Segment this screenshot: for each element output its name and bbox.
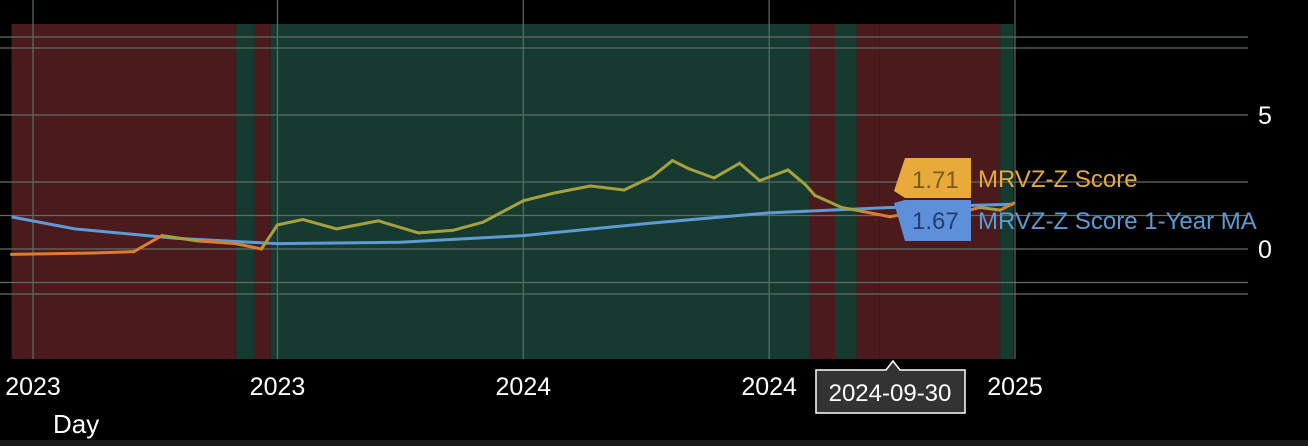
- zone-green-8: [1000, 24, 1014, 359]
- score-point-11: [417, 231, 420, 235]
- score-point-4: [197, 239, 200, 243]
- score-segment-15: [554, 184, 592, 195]
- score-point-22: [738, 162, 741, 165]
- score-segment-25: [803, 183, 817, 197]
- score-segment-4: [196, 239, 238, 246]
- score-segment-3: [160, 234, 200, 243]
- score-point-13: [481, 221, 485, 224]
- score-point-10: [377, 219, 380, 223]
- x-axis-ticks: 2023 2023 2024 2024 2025: [5, 373, 1043, 401]
- score-segment-21: [712, 161, 742, 180]
- score-segment-24: [786, 168, 807, 187]
- score-point-2: [132, 250, 135, 253]
- score-segment-20: [687, 167, 716, 180]
- score-badge-value: 1.71: [912, 167, 959, 194]
- zone-red-4: [809, 24, 835, 359]
- zone-red-2: [254, 24, 271, 359]
- score-badge-shape: [894, 158, 971, 198]
- ma-series-label: MRVZ-Z Score 1-Year MA: [978, 208, 1257, 235]
- score-value-badge: 1.71: [894, 158, 971, 198]
- score-segment-17: [622, 175, 654, 192]
- score-segment-13: [481, 199, 525, 224]
- score-point-28: [861, 210, 865, 213]
- score-segment-7: [275, 218, 305, 227]
- score-segment-8: [301, 218, 339, 231]
- score-point-20: [687, 167, 690, 170]
- score-point-25: [804, 183, 807, 186]
- score-segment-0: [10, 251, 95, 256]
- y-tick-label-0: 5: [1258, 102, 1272, 130]
- score-point-6: [260, 247, 263, 251]
- regime-zones: [11, 24, 1014, 359]
- score-point-29: [888, 215, 892, 219]
- score-segment-33: [978, 205, 1002, 212]
- score-segment-1: [91, 250, 136, 255]
- score-segment-12: [451, 220, 485, 232]
- x-tick-label-0: 2023: [5, 373, 61, 401]
- zone-red-6: [856, 24, 880, 359]
- score-segment-9: [335, 219, 380, 231]
- score-segment-10: [376, 219, 421, 235]
- score-point-1: [92, 251, 95, 255]
- y-axis-ticks: 50: [1258, 102, 1272, 264]
- score-segment-16: [588, 184, 626, 192]
- x-tick-label-1: 2023: [250, 373, 306, 401]
- crosshair-date-box: 2024-09-30: [815, 359, 966, 414]
- date-box-shape: [815, 359, 966, 414]
- score-point-0: [10, 253, 13, 256]
- score-segment-19: [670, 159, 691, 171]
- score-point-24: [786, 168, 790, 172]
- score-point-18: [651, 175, 654, 178]
- score-segment-14: [521, 191, 558, 203]
- ma-value-badge: 1.67: [894, 200, 971, 241]
- score-point-16: [589, 184, 592, 188]
- zone-green-3: [270, 24, 810, 359]
- score-point-35: [1012, 201, 1015, 205]
- zone-red-0: [11, 24, 236, 359]
- score-segment-22: [738, 161, 762, 183]
- score-point-7: [276, 223, 279, 227]
- score-segment-23: [758, 168, 790, 183]
- ma-badge-shape: [894, 200, 971, 241]
- score-point-5: [234, 242, 238, 245]
- zone-green-1: [235, 24, 255, 359]
- score-point-33: [978, 206, 982, 209]
- score-segment-6: [259, 223, 279, 251]
- x-axis-unit-label: Day: [53, 409, 99, 439]
- x-tick-label-4: 2025: [987, 373, 1043, 401]
- score-segment-11: [417, 228, 455, 235]
- score-point-9: [335, 227, 338, 231]
- score-point-23: [758, 179, 761, 182]
- score-segment-5: [234, 242, 263, 251]
- score-point-34: [999, 208, 1002, 212]
- score-segment-2: [132, 234, 164, 254]
- score-segment-34: [998, 201, 1016, 212]
- score-point-12: [452, 229, 455, 232]
- score-segment-28: [861, 209, 892, 219]
- score-point-26: [813, 194, 817, 197]
- ma-series-line: [11, 202, 1014, 246]
- score-point-21: [712, 176, 716, 180]
- grid-lines: [0, 0, 1248, 359]
- score-point-19: [671, 159, 674, 162]
- score-point-15: [554, 191, 557, 194]
- score-point-17: [622, 188, 626, 192]
- score-segment-27: [840, 205, 865, 213]
- score-point-27: [840, 206, 843, 209]
- x-tick-label-3: 2024: [741, 373, 797, 401]
- score-segment-26: [813, 193, 844, 209]
- score-series-label: MRVZ-Z Score: [978, 166, 1138, 193]
- crosshair-date-label: 2024-09-30: [829, 380, 952, 407]
- y-tick-label-1: 0: [1258, 236, 1272, 264]
- ma-badge-value: 1.67: [912, 208, 959, 235]
- x-tick-label-2: 2024: [496, 373, 552, 401]
- bottom-scroll-strip: [0, 440, 1308, 446]
- zone-green-5: [834, 24, 857, 359]
- score-segment-18: [650, 159, 674, 179]
- score-point-3: [160, 234, 164, 237]
- score-point-8: [301, 218, 305, 221]
- score-point-14: [522, 199, 525, 202]
- series-lines: [10, 159, 1016, 256]
